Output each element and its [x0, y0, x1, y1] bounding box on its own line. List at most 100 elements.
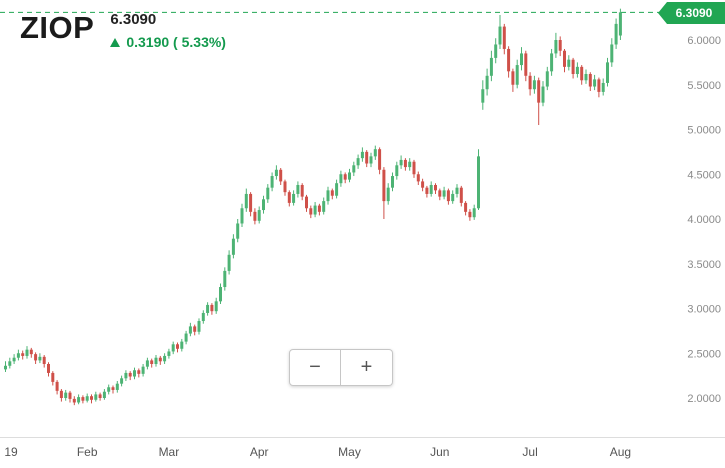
candle-body	[240, 208, 244, 224]
candle-body	[451, 193, 455, 202]
zoom-controls: − +	[289, 349, 393, 386]
candle-body	[348, 172, 351, 180]
candle-body	[296, 184, 300, 194]
candle-body	[124, 372, 128, 379]
candle-body	[158, 357, 162, 362]
candle-body	[360, 151, 364, 159]
candle-body	[597, 79, 601, 92]
candle-body	[163, 355, 167, 362]
ticker-symbol: ZIOP	[20, 10, 95, 45]
y-axis-label: 3.5000	[687, 259, 721, 271]
candle-body	[309, 208, 313, 215]
candle-body	[317, 205, 321, 212]
candle-body	[369, 156, 373, 164]
candle-body	[184, 333, 188, 342]
candle-body	[64, 392, 68, 398]
candle-body	[459, 187, 463, 203]
candle-body	[55, 381, 59, 391]
candle-body	[515, 65, 519, 85]
candle-body	[425, 187, 429, 194]
x-axis-label: Jun	[430, 445, 449, 459]
zoom-in-button[interactable]: +	[341, 349, 393, 386]
y-axis-label: 4.0000	[687, 214, 721, 226]
candle-body	[507, 48, 511, 72]
y-axis-label: 6.0000	[687, 35, 721, 47]
candle-body	[343, 174, 347, 180]
candle-body	[150, 360, 154, 364]
candle-body	[575, 66, 579, 75]
candle-body	[176, 344, 179, 349]
candle-body	[614, 23, 618, 45]
candle-body	[464, 202, 468, 212]
x-axis-label: Apr	[250, 445, 269, 459]
candle-body	[29, 349, 33, 355]
candle-body	[59, 390, 63, 398]
candle-body	[51, 372, 55, 382]
y-axis-label: 4.5000	[687, 169, 721, 181]
candle-body	[468, 211, 472, 218]
candle-body	[339, 174, 343, 184]
candle-body	[249, 193, 253, 212]
candle-body	[193, 326, 197, 332]
candle-body	[442, 190, 446, 197]
candle-body	[618, 12, 622, 36]
y-axis-label: 2.0000	[687, 393, 721, 405]
candle-body	[305, 196, 308, 209]
candle-body	[214, 301, 218, 312]
candle-body	[120, 378, 124, 384]
candle-body	[494, 44, 498, 58]
candle-body	[262, 199, 265, 211]
candle-body	[227, 254, 231, 271]
candle-body	[606, 62, 609, 83]
current-price-tag: 6.3090	[658, 2, 725, 24]
candle-body	[588, 74, 592, 87]
candle-body	[188, 326, 192, 334]
candle-body	[154, 357, 158, 364]
last-price: 6.3090	[110, 11, 157, 28]
candle-body	[94, 394, 98, 400]
candle-body	[4, 365, 7, 370]
candle-body	[391, 176, 394, 188]
candle-body	[266, 187, 270, 200]
candle-body	[554, 40, 558, 54]
candle-body	[382, 169, 386, 202]
candle-body	[434, 184, 437, 191]
candle-body	[567, 59, 571, 67]
candle-body	[571, 59, 575, 75]
candle-body	[141, 366, 145, 374]
candle-body	[206, 304, 210, 313]
candle-body	[365, 151, 369, 164]
candle-body	[128, 372, 132, 377]
candle-body	[532, 80, 536, 90]
candle-body	[386, 187, 390, 202]
candle-body	[610, 44, 614, 63]
candle-body	[455, 187, 459, 194]
candle-body	[421, 181, 425, 188]
y-axis-label: 5.5000	[687, 80, 721, 92]
x-axis-label: Aug	[610, 445, 631, 459]
x-axis-label: Jul	[522, 445, 537, 459]
quote-header: ZIOP 6.3090 0.3190 ( 5.33%)	[20, 8, 226, 50]
candle-body	[283, 181, 287, 193]
candle-body	[537, 80, 541, 103]
candle-body	[85, 396, 89, 401]
y-axis-label: 5.0000	[687, 125, 721, 137]
candle-body	[477, 156, 480, 209]
candle-body	[244, 193, 248, 209]
candle-body	[180, 341, 184, 349]
candle-body	[502, 26, 506, 49]
zoom-out-button[interactable]: −	[289, 349, 341, 386]
y-axis-label: 3.0000	[687, 304, 721, 316]
candle-body	[378, 149, 382, 170]
candle-body	[98, 394, 102, 398]
candle-body	[524, 53, 528, 76]
candle-body	[300, 184, 304, 197]
candle-body	[68, 392, 72, 399]
candle-body	[330, 190, 334, 196]
candle-body	[253, 211, 257, 221]
candle-body	[42, 356, 46, 364]
price-change: 0.3190 ( 5.33%)	[110, 34, 226, 50]
candle-body	[236, 223, 240, 239]
candle-body	[292, 193, 296, 203]
